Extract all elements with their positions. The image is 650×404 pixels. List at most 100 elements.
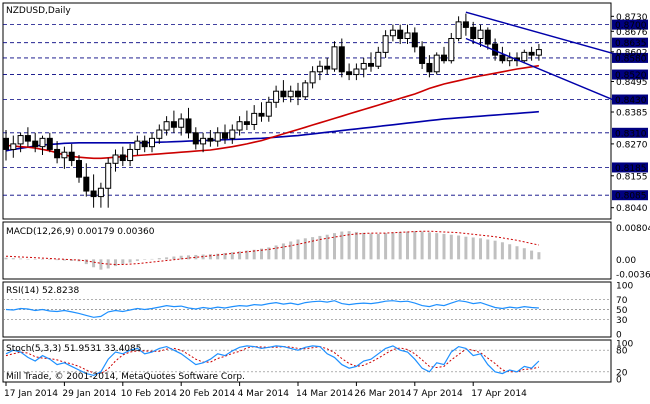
time-tick-label: 20 Feb 2014 [179, 389, 235, 399]
candle-body-bull [404, 32, 411, 40]
time-tick-label: 17 Jan 2014 [4, 389, 58, 399]
channel-upper-line[interactable] [465, 11, 620, 56]
macd-histogram-bar [187, 255, 190, 260]
rsi-tick-label: 100 [616, 282, 633, 292]
candle-body-bull [353, 68, 360, 76]
candle-body-bull [61, 151, 68, 159]
candle-body-bull [39, 137, 46, 148]
rsi-title: RSI(14) 52.8238 [6, 286, 79, 296]
stoch-panel-frame [2, 339, 612, 383]
macd-histogram-bar [471, 237, 475, 260]
macd-histogram-bar [267, 247, 271, 260]
candle-body-bear [68, 151, 75, 162]
stoch-tick-label: 100 [616, 340, 633, 350]
macd-histogram-bar [99, 259, 103, 270]
candle-body-bull [97, 187, 104, 198]
macd-histogram-bar [479, 238, 482, 260]
main-panel-frame [2, 2, 612, 220]
macd-histogram-bar [245, 250, 249, 260]
macd-histogram-bar [391, 232, 395, 260]
macd-histogram-bar [340, 231, 344, 260]
macd-signal-line [5, 230, 540, 265]
descending-channel[interactable] [465, 11, 620, 103]
candle-body-bull [112, 154, 119, 164]
price-tick-label: 0.8602 [616, 48, 648, 58]
candle-body-bear [368, 62, 374, 67]
macd-tick-label: 0.00804 [616, 224, 650, 234]
macd-histogram-bar [435, 233, 439, 260]
macd-histogram-bar [19, 258, 23, 260]
copyright-watermark: Mill Trade, © 2001-2014, MetaQuotes Soft… [6, 372, 245, 382]
candle-body-bear [338, 46, 345, 73]
level-label: 0.8085 [615, 192, 647, 202]
candle-body-bear [3, 137, 9, 150]
macd-histogram-bar [281, 243, 285, 260]
macd-panel-frame [2, 221, 612, 280]
macd-histogram-bar [238, 251, 242, 260]
candle-body-bear [470, 26, 477, 40]
candle-body-bull [251, 112, 258, 125]
macd-histogram-bar [172, 256, 176, 260]
candle-body-bull [17, 135, 24, 145]
macd-histogram-bar [252, 249, 256, 260]
candle-body-bear [499, 54, 506, 62]
candle-body-bear [192, 132, 199, 145]
candle-body-bull [156, 129, 163, 139]
time-axis: 17 Jan 2014 29 Jan 2014 10 Feb 2014 20 Feb … [4, 382, 527, 399]
macd-histogram-bar [4, 257, 8, 260]
time-tick-label: 17 Apr 2014 [471, 389, 527, 399]
level-label-box [612, 127, 648, 138]
macd-histogram-bar [413, 231, 417, 260]
candle-body-bear [32, 140, 39, 148]
channel-lower-line[interactable] [465, 37, 620, 103]
candle-body-bull [127, 148, 134, 162]
macd-histogram-bar [303, 238, 307, 260]
rsi-tick-label: 50 [616, 306, 628, 316]
level-label-box [612, 37, 648, 48]
level-label: 0.8185 [615, 164, 647, 174]
macd-tick-label: 0.00 [616, 256, 636, 266]
time-tick-label: 26 Mar 2014 [354, 389, 411, 399]
candle-body-bull [506, 57, 513, 62]
macd-histogram-bar [420, 231, 424, 260]
macd-histogram-bar [26, 258, 30, 260]
macd-title: MACD(12,26,9) 0.00179 0.00360 [6, 227, 155, 237]
macd-histogram-bar [106, 259, 110, 269]
macd-histogram-bar [223, 252, 227, 260]
candle-body-bull [134, 140, 141, 150]
macd-histogram-bar [369, 233, 373, 260]
macd-histogram-bar [522, 248, 526, 260]
candle-body-bull [265, 101, 272, 117]
macd-histogram-bar [398, 231, 402, 260]
candle-body-bear [141, 140, 148, 148]
macd-histogram-bar [354, 231, 358, 260]
candle-body-bull [200, 137, 207, 145]
candle-body-bear [46, 137, 53, 150]
level-label-box [612, 69, 648, 80]
time-tick-label: 29 Jan 2014 [62, 389, 116, 399]
candle-body-bull [521, 51, 528, 62]
candle-body-bull [455, 21, 462, 40]
macd-histogram-bar [55, 259, 59, 261]
macd-histogram-bar [135, 259, 139, 261]
sma-fast-path [5, 64, 540, 160]
level-label: 0.8700 [615, 21, 647, 31]
candle-body-bull [535, 49, 542, 56]
rsi-tick-label: 0 [616, 331, 622, 341]
macd-histogram-bar [500, 242, 504, 260]
price-tick-label: 0.8495 [616, 78, 648, 88]
stoch-tick-label: 80 [616, 347, 628, 357]
level-label: 0.8635 [615, 39, 647, 49]
macd-histogram-bar [33, 259, 37, 260]
level-label: 0.8520 [615, 71, 647, 81]
level-label-box [612, 190, 648, 201]
macd-histogram-bar [208, 254, 212, 260]
candle-body-bear [397, 29, 404, 40]
macd-series [4, 230, 541, 270]
candle-body-bull [302, 82, 309, 98]
level-label: 0.8310 [615, 129, 647, 139]
candle-body-bull [375, 51, 382, 67]
time-tick-label: 4 Mar 2014 [238, 389, 290, 399]
